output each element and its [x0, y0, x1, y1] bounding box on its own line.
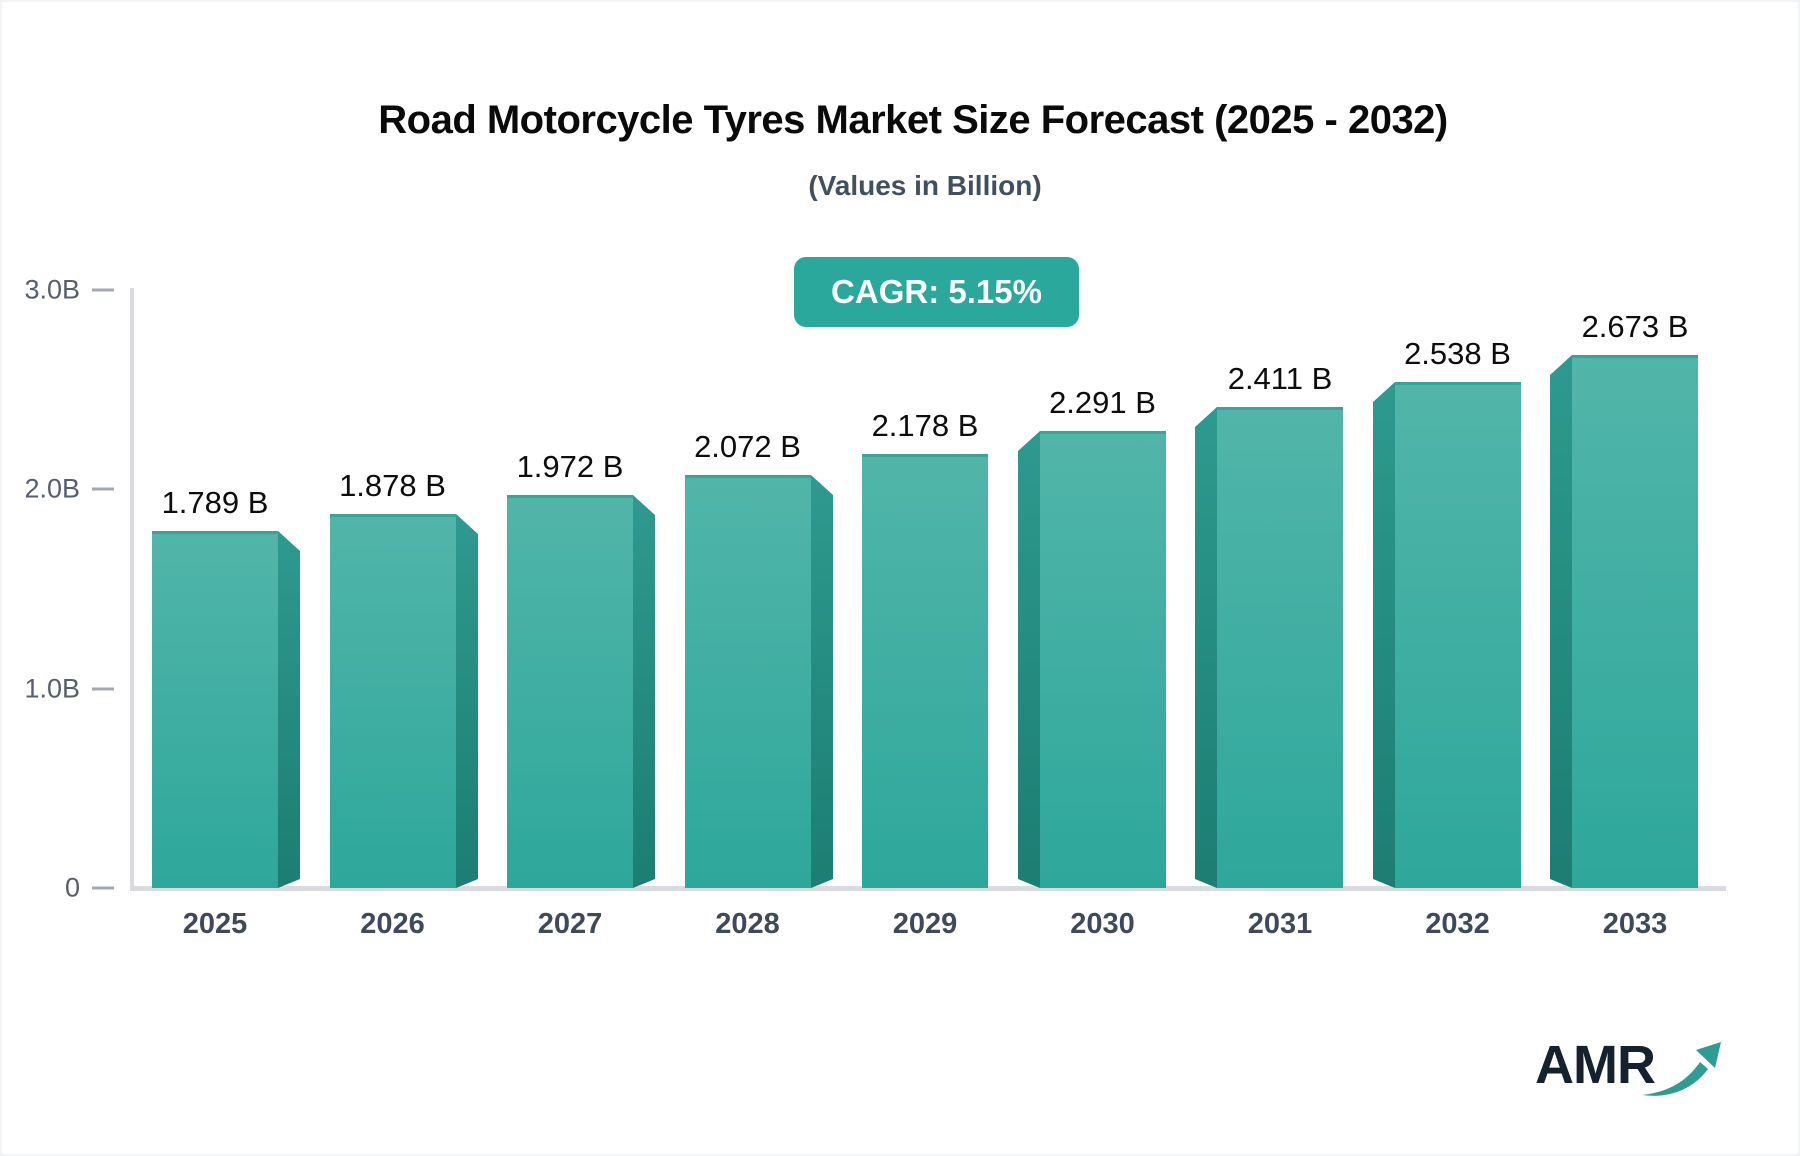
bar-top-edge: [684, 475, 811, 478]
bar-2027: [507, 495, 655, 888]
y-tick-mark: [92, 886, 114, 890]
bar-front-face: [1039, 431, 1166, 888]
x-axis-label-2030: 2030: [1070, 908, 1135, 940]
bar-top-edge: [329, 514, 456, 517]
cagr-badge-label: CAGR: 5.15%: [831, 273, 1042, 310]
bar-value-label-2028: 2.072 B: [694, 429, 801, 464]
bar-side-face: [1017, 431, 1040, 888]
bar-front-face: [1217, 407, 1343, 888]
bar-top-edge: [507, 495, 633, 498]
bar-front-face: [1394, 382, 1521, 888]
bar-top-edge: [862, 454, 988, 457]
bar-top-edge: [1572, 355, 1698, 358]
x-axis-label-2033: 2033: [1602, 908, 1668, 940]
bar-front-face: [329, 514, 456, 888]
x-axis-label-2025: 2025: [182, 908, 248, 940]
bar-top-edge: [1394, 382, 1521, 385]
bar-2031: [1195, 407, 1343, 888]
bar-2029: [862, 454, 988, 888]
y-tick-mark: [92, 288, 114, 292]
x-axis-label-2032: 2032: [1425, 908, 1490, 940]
bar-front-face: [152, 531, 278, 888]
x-axis-label-2029: 2029: [892, 908, 958, 940]
y-tick-label-0: 0: [64, 872, 80, 903]
amr-logo-text: AMR: [1535, 1035, 1656, 1095]
bar-side-face: [810, 475, 833, 888]
y-tick-mark: [92, 687, 114, 691]
y-tick-label-3.0B: 3.0B: [24, 274, 80, 305]
y-tick-mark: [92, 487, 114, 491]
bar-2033: [1550, 355, 1698, 888]
bar-value-label-2033: 2.673 B: [1581, 309, 1689, 344]
bar-2025: [152, 531, 300, 888]
bar-top-edge: [1217, 407, 1343, 410]
bar-top-edge: [152, 531, 278, 534]
bar-side-face: [278, 531, 300, 888]
bar-value-label-2026: 1.878 B: [339, 468, 446, 503]
bar-value-label-2032: 2.538 B: [1404, 336, 1511, 371]
bar-value-label-2027: 1.972 B: [516, 449, 624, 484]
chart-subtitle: (Values in Billion): [808, 170, 1042, 201]
y-tick-label-2.0B: 2.0B: [24, 473, 80, 504]
bar-side-face: [1195, 407, 1217, 888]
bar-value-label-2025: 1.789 B: [161, 485, 269, 520]
bar-front-face: [507, 495, 633, 888]
bar-front-face: [684, 475, 811, 888]
x-axis-line: [130, 886, 1726, 891]
chart-title: Road Motorcycle Tyres Market Size Foreca…: [378, 98, 1448, 142]
bar-side-face: [1372, 382, 1395, 888]
bar-side-face: [1550, 355, 1572, 888]
x-axis-label-2031: 2031: [1247, 908, 1313, 940]
x-axis-label-2026: 2026: [360, 908, 425, 940]
bar-side-face: [455, 514, 478, 888]
x-axis-label-2028: 2028: [715, 908, 780, 940]
bar-top-edge: [1039, 431, 1166, 434]
bar-value-label-2031: 2.411 B: [1227, 361, 1333, 396]
bar-side-face: [633, 495, 655, 888]
bar-value-label-2029: 2.178 B: [871, 408, 979, 443]
y-tick-label-1.0B: 1.0B: [24, 673, 80, 704]
bar-front-face: [1572, 355, 1698, 888]
y-axis-line: [130, 288, 134, 890]
cagr-badge: CAGR: 5.15%: [794, 257, 1079, 327]
x-axis-label-2027: 2027: [537, 908, 603, 940]
bar-2030: [1017, 431, 1166, 888]
logo-growth-arrow-icon: [1641, 1042, 1721, 1096]
bar-2028: [684, 475, 833, 888]
bar-front-face: [862, 454, 988, 888]
bar-value-label-2030: 2.291 B: [1049, 385, 1156, 420]
bar-2026: [329, 514, 478, 888]
bar-2032: [1372, 382, 1521, 888]
amr-logo: AMR: [1535, 1038, 1723, 1100]
